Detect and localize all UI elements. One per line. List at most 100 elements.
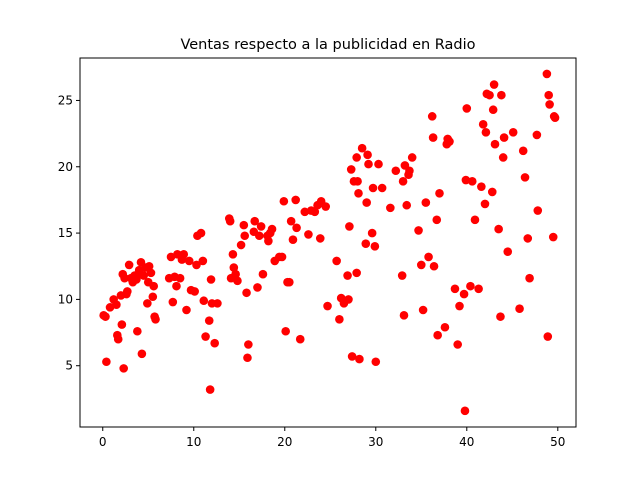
y-tick-label-3: 20 [58, 160, 73, 174]
data-point-92 [291, 196, 300, 205]
data-point-44 [182, 306, 191, 315]
data-point-78 [259, 270, 268, 279]
data-point-14 [123, 287, 132, 296]
data-point-178 [497, 91, 506, 100]
data-point-169 [482, 128, 491, 137]
data-point-190 [543, 70, 552, 79]
data-point-179 [499, 153, 508, 162]
data-point-70 [242, 288, 251, 297]
data-point-141 [417, 261, 426, 270]
data-point-155 [451, 284, 460, 293]
x-tick-label-5: 50 [550, 435, 565, 449]
x-tick-label-3: 30 [368, 435, 383, 449]
data-point-72 [244, 340, 253, 349]
data-point-164 [471, 216, 480, 225]
y-tick-label-0: 5 [65, 359, 73, 373]
data-point-55 [206, 385, 215, 394]
x-tick-label-2: 20 [277, 435, 292, 449]
data-point-2 [102, 357, 111, 366]
data-point-53 [201, 332, 210, 341]
data-point-130 [386, 204, 395, 213]
data-point-109 [344, 295, 353, 304]
data-point-51 [199, 257, 208, 266]
chart-title: Ventas respecto a la publicidad en Radio [180, 37, 475, 53]
data-point-176 [494, 225, 503, 234]
data-point-183 [515, 304, 524, 313]
data-point-184 [519, 147, 528, 156]
data-point-67 [237, 241, 246, 250]
data-point-128 [374, 160, 383, 169]
data-point-11 [119, 364, 128, 373]
data-point-45 [185, 257, 194, 266]
data-point-63 [229, 250, 238, 259]
data-point-166 [477, 182, 486, 191]
data-point-108 [343, 271, 352, 280]
data-point-172 [488, 188, 497, 197]
data-point-39 [172, 282, 181, 291]
data-point-167 [479, 120, 488, 129]
data-point-145 [428, 112, 437, 121]
data-point-140 [414, 226, 423, 235]
data-point-191 [543, 332, 552, 341]
data-point-174 [490, 80, 499, 89]
data-point-122 [363, 151, 372, 160]
data-point-93 [292, 223, 301, 232]
data-point-47 [190, 287, 199, 296]
data-point-154 [445, 137, 454, 146]
data-point-41 [176, 274, 185, 283]
data-point-151 [441, 323, 450, 332]
data-point-32 [149, 282, 158, 291]
data-point-56 [207, 275, 216, 284]
data-point-110 [345, 222, 354, 231]
data-point-138 [405, 166, 414, 175]
x-tick-label-0: 0 [99, 435, 107, 449]
data-point-82 [268, 225, 277, 234]
data-point-90 [287, 217, 296, 226]
data-point-132 [398, 271, 407, 280]
data-point-115 [352, 153, 361, 162]
data-point-20 [133, 327, 142, 336]
data-point-111 [347, 165, 356, 174]
data-point-7 [114, 335, 123, 344]
data-point-177 [496, 312, 505, 321]
data-point-136 [402, 201, 411, 210]
data-point-124 [368, 229, 377, 238]
data-point-68 [240, 221, 249, 230]
data-point-105 [335, 315, 344, 324]
data-point-193 [545, 100, 554, 109]
data-point-120 [361, 239, 370, 248]
data-point-123 [364, 160, 373, 169]
data-point-80 [264, 237, 273, 246]
data-point-117 [354, 189, 363, 198]
data-point-59 [213, 299, 222, 308]
data-point-24 [138, 349, 147, 358]
data-point-185 [521, 173, 530, 182]
data-point-66 [233, 277, 242, 286]
data-point-77 [257, 222, 266, 231]
data-point-119 [358, 144, 367, 153]
y-tick-label-4: 25 [58, 93, 73, 107]
data-point-50 [197, 229, 206, 238]
data-point-118 [355, 355, 364, 364]
data-point-142 [419, 306, 428, 315]
data-point-129 [378, 184, 387, 193]
data-point-188 [533, 131, 542, 140]
data-point-139 [408, 153, 417, 162]
data-point-34 [151, 315, 160, 324]
data-point-69 [240, 231, 249, 240]
data-point-9 [118, 320, 127, 329]
data-point-114 [352, 269, 361, 278]
data-point-52 [199, 296, 208, 305]
data-point-104 [332, 257, 341, 266]
y-tick-label-2: 15 [58, 226, 73, 240]
data-point-148 [432, 216, 441, 225]
data-point-61 [226, 217, 235, 226]
data-point-85 [278, 253, 287, 262]
data-point-134 [400, 311, 409, 320]
data-point-75 [253, 283, 262, 292]
data-point-175 [491, 140, 500, 149]
data-point-43 [179, 250, 188, 259]
data-point-31 [149, 292, 158, 301]
x-tick-label-4: 40 [459, 435, 474, 449]
